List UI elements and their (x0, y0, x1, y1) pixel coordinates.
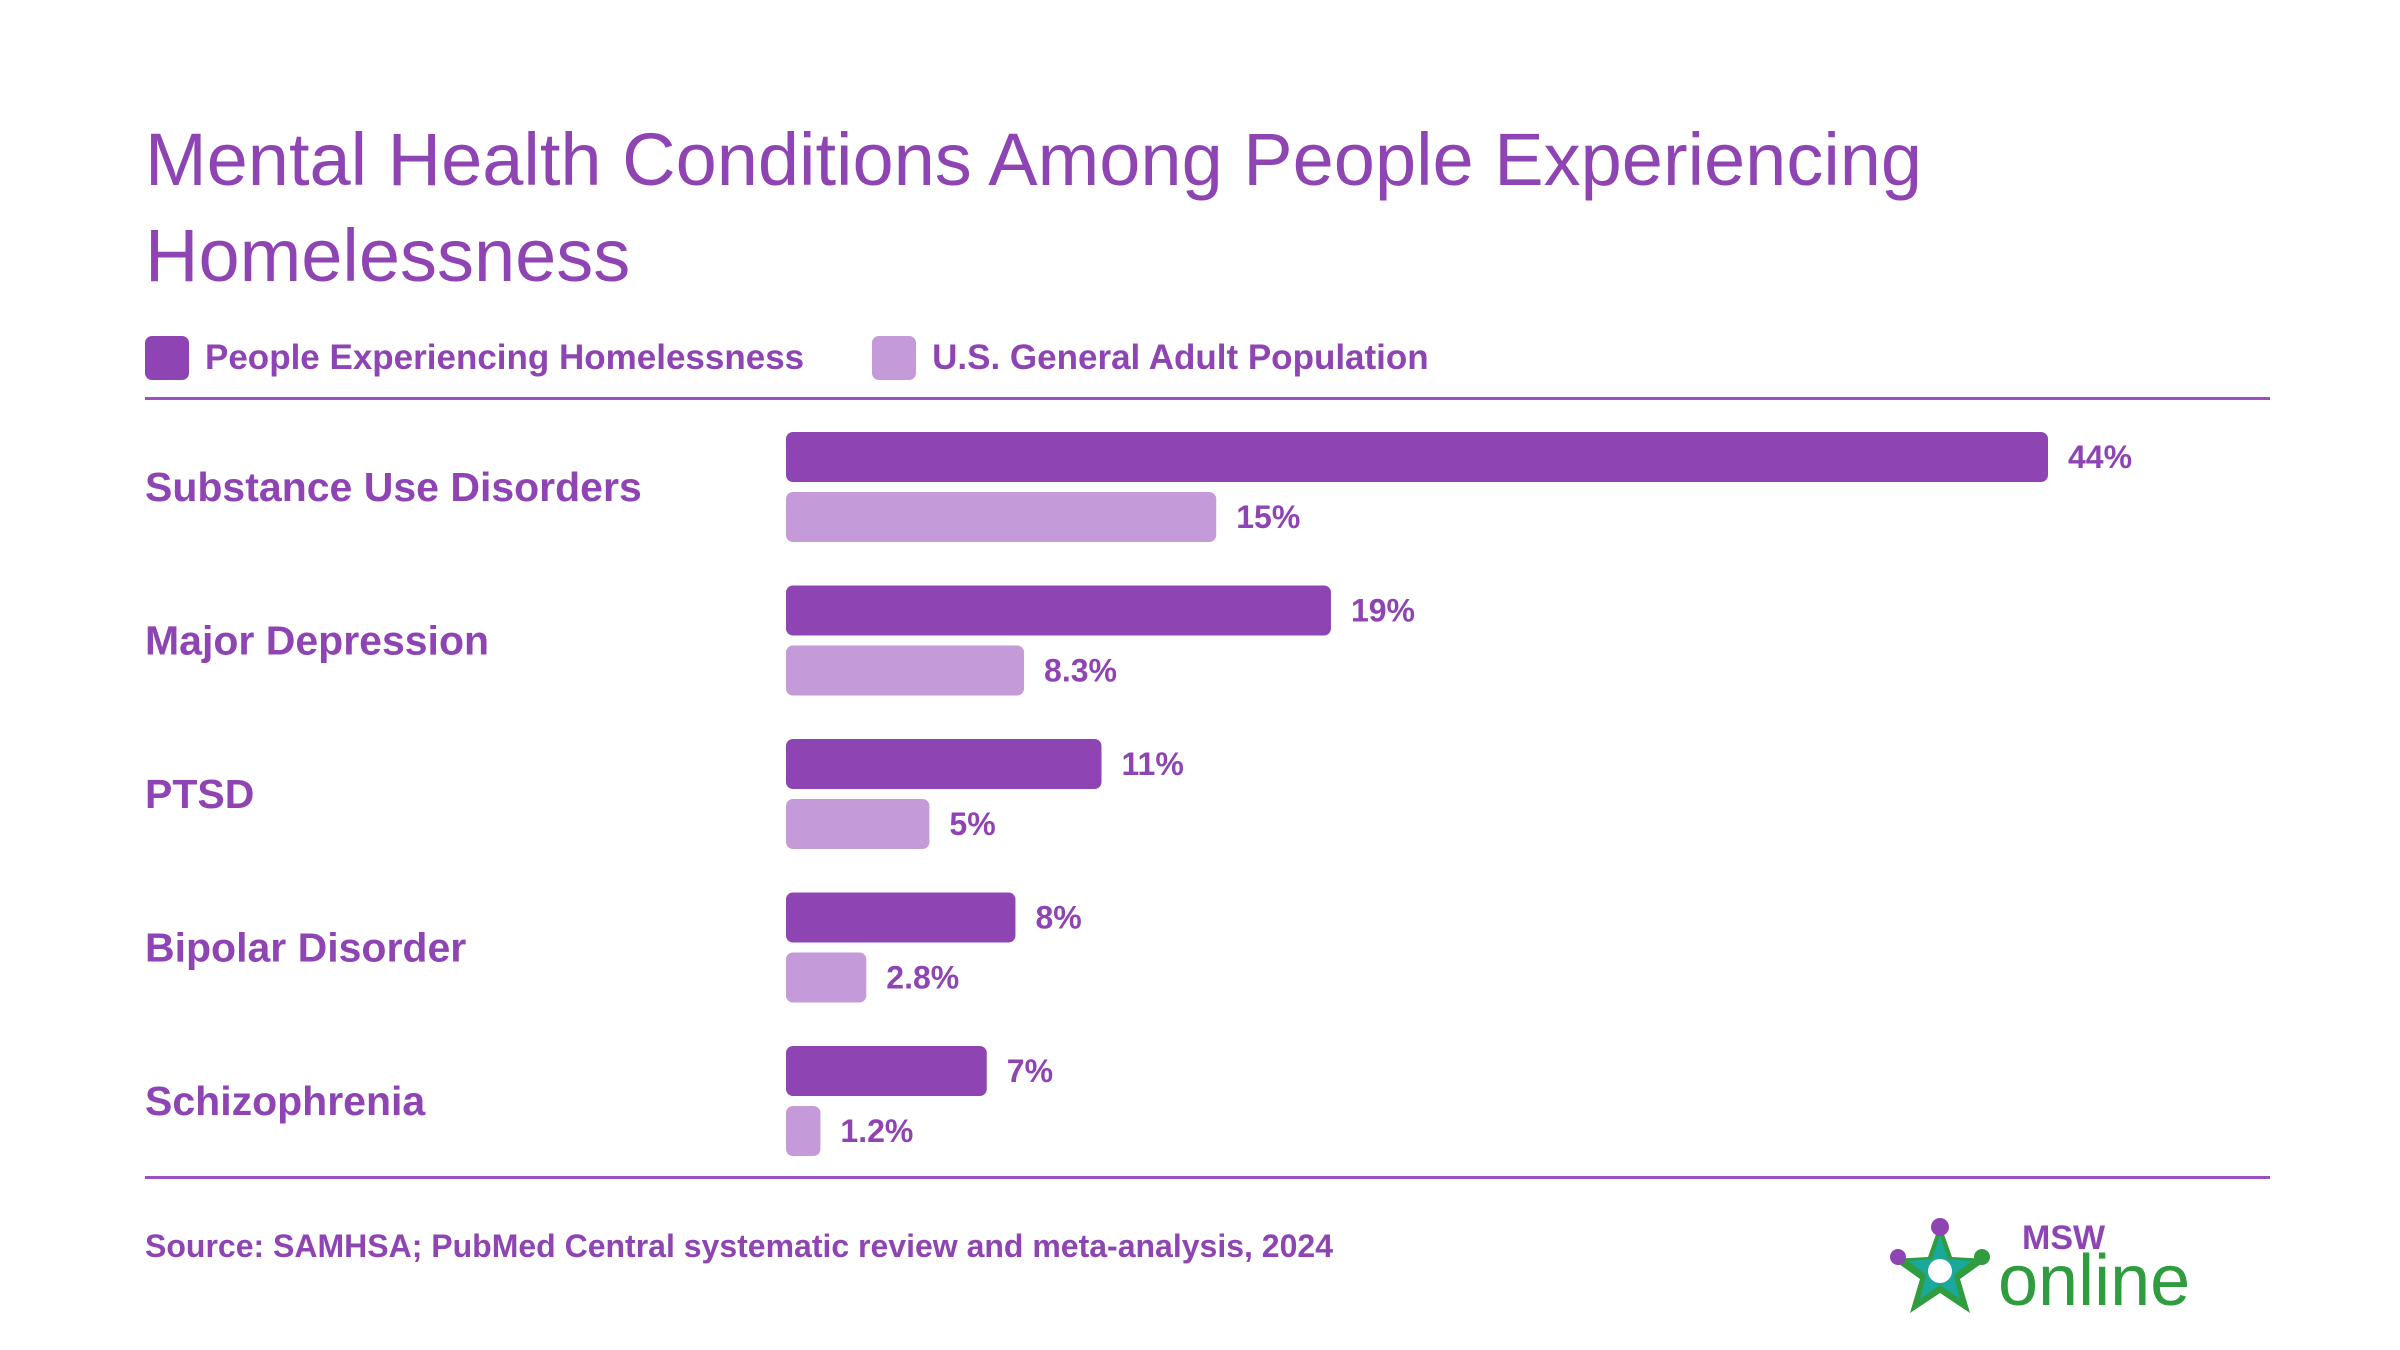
bar-major-depression-series-1 (786, 585, 1331, 636)
legend-item-general: U.S. General Adult Population (872, 336, 1429, 380)
bar-schizophrenia-series-2 (786, 1106, 821, 1156)
value-label-major-depression-series-1: 19% (1351, 593, 1415, 629)
source-note: Source: SAMHSA; PubMed Central systemati… (145, 1228, 1333, 1264)
bar-schizophrenia-series-1 (786, 1046, 987, 1096)
value-label-schizophrenia-series-2: 1.2% (840, 1113, 913, 1149)
value-label-schizophrenia-series-1: 7% (1007, 1053, 1053, 1089)
bar-major-depression-series-2 (786, 645, 1025, 696)
category-label-bipolar-disorder: Bipolar Disorder (145, 925, 466, 971)
legend-label-general: U.S. General Adult Population (932, 338, 1429, 377)
value-label-substance-use-disorders-series-2: 15% (1236, 499, 1300, 535)
bar-substance-use-disorders-series-1 (786, 432, 2048, 482)
legend-item-homeless: People Experiencing Homelessness (145, 336, 804, 380)
logo-main-text: online (1998, 1241, 2190, 1321)
value-label-substance-use-disorders-series-1: 44% (2068, 439, 2132, 475)
top-divider (145, 397, 2270, 400)
chart-title: Mental Health Conditions Among People Ex… (145, 118, 1923, 297)
value-label-bipolar-disorder-series-2: 2.8% (886, 960, 959, 996)
msw-online-logo: MSW online (1890, 1218, 2190, 1321)
value-label-ptsd-series-2: 5% (949, 806, 995, 842)
bar-bipolar-disorder-series-1 (786, 892, 1016, 943)
category-label-ptsd: PTSD (145, 771, 254, 817)
star-people-icon (1890, 1218, 1990, 1313)
bar-bipolar-disorder-series-2 (786, 952, 867, 1003)
legend-label-homeless: People Experiencing Homelessness (205, 338, 805, 377)
legend: People Experiencing Homelessness U.S. Ge… (145, 334, 1497, 382)
category-label-schizophrenia: Schizophrenia (145, 1078, 426, 1124)
bar-ptsd-series-1 (786, 739, 1102, 789)
logo-top-text: MSW (2022, 1219, 2106, 1257)
legend-swatch-general (872, 336, 917, 380)
value-label-ptsd-series-1: 11% (1122, 746, 1184, 782)
category-label-major-depression: Major Depression (145, 618, 489, 664)
bar-substance-use-disorders-series-2 (786, 492, 1217, 542)
legend-swatch-homeless (145, 336, 189, 380)
category-label-substance-use-disorders: Substance Use Disorders (145, 464, 642, 510)
bottom-divider (145, 1176, 2270, 1179)
value-label-major-depression-series-2: 8.3% (1044, 653, 1117, 689)
value-label-bipolar-disorder-series-1: 8% (1035, 900, 1081, 936)
bar-ptsd-series-2 (786, 799, 930, 849)
